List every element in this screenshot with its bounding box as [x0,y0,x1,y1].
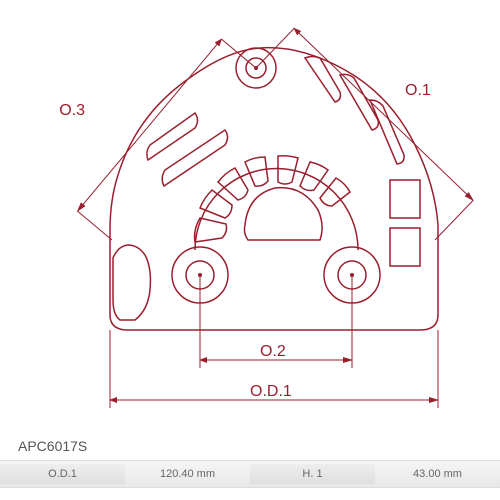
technical-drawing: O.1 O.3 O.2 O.D.1 [0,0,500,440]
svg-text:O.1: O.1 [405,82,431,99]
spec-table: O.D.1 120.40 mm H. 1 43.00 mm [0,460,500,488]
svg-text:O.2: O.2 [260,343,286,360]
spec-label-od1: O.D.1 [0,464,125,484]
spec-value-h1: 43.00 mm [375,464,500,484]
svg-text:O.3: O.3 [59,102,85,119]
part-number: APC6017S [18,438,87,454]
spec-value-od1: 120.40 mm [125,464,250,484]
spec-label-h1: H. 1 [250,464,375,484]
svg-text:O.D.1: O.D.1 [250,383,292,400]
